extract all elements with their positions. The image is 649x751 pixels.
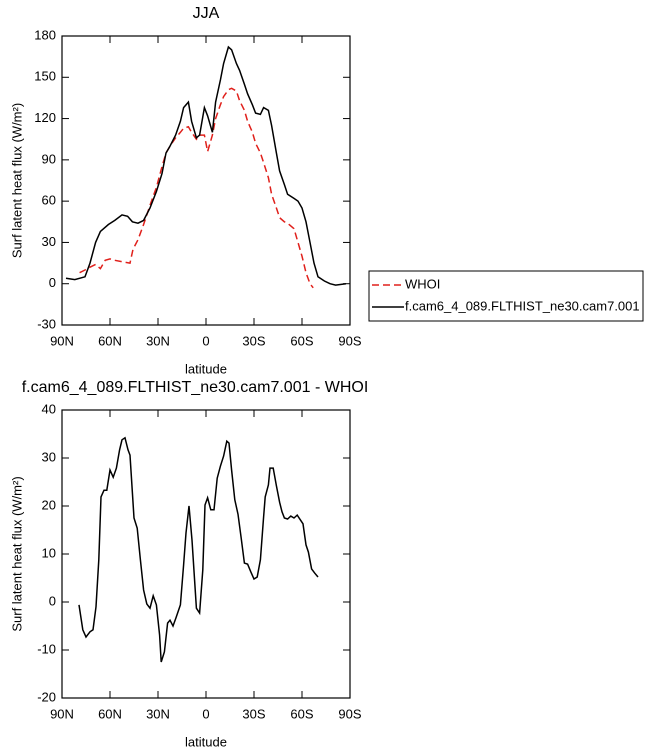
x-tick-label: 30N [146,706,170,721]
x-tick-label: 0 [202,333,209,348]
y-tick-label: 90 [42,151,56,166]
x-axis-label: latitude [185,361,227,376]
x-tick-label: 90S [338,333,361,348]
legend-label: f.cam6_4_089.FLTHIST_ne30.cam7.001 [405,298,640,313]
y-tick-label: -10 [37,641,56,656]
x-tick-label: 30S [242,333,265,348]
legend-frame [368,270,644,322]
y-tick-label: -30 [37,316,56,331]
x-axis-label: latitude [185,734,227,749]
plot-frame [61,35,351,326]
x-tick-label: 90N [50,706,74,721]
x-tick-label: 30N [146,333,170,348]
x-tick-label: 30S [242,706,265,721]
data-line [65,45,347,286]
y-tick-label: 20 [42,497,56,512]
y-tick-label: 0 [49,275,56,290]
x-tick-label: 90N [50,333,74,348]
plot-frame [61,409,351,699]
y-tick-label: -20 [37,689,56,704]
chart-title: JJA [193,5,220,22]
y-tick-label: 30 [42,234,56,249]
x-tick-label: 60N [98,333,122,348]
y-tick-label: 180 [34,27,56,42]
y-tick-label: 120 [34,110,56,125]
y-tick-label: 60 [42,193,56,208]
x-tick-label: 60S [290,706,313,721]
x-tick-label: 60S [290,333,313,348]
y-tick-label: 40 [42,401,56,416]
y-tick-label: 10 [42,545,56,560]
y-tick-label: 150 [34,69,56,84]
x-tick-label: 60N [98,706,122,721]
x-tick-label: 0 [202,706,209,721]
y-tick-label: 0 [49,593,56,608]
data-line [79,87,314,289]
x-tick-label: 90S [338,706,361,721]
legend-label: WHOI [405,276,440,291]
chart-title: f.cam6_4_089.FLTHIST_ne30.cam7.001 - WHO… [22,379,369,396]
data-line [78,436,319,663]
y-axis-label: Surf latent heat flux (W/m²) [9,103,24,258]
y-axis-label: Surf latent heat flux (W/m²) [9,476,24,631]
y-tick-label: 30 [42,449,56,464]
